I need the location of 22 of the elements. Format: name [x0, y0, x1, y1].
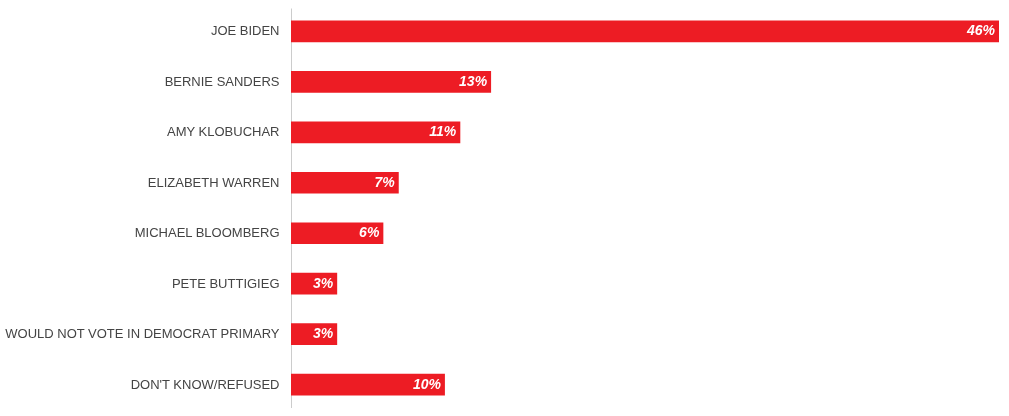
data-label: 11% — [429, 123, 457, 140]
bar — [291, 20, 999, 43]
data-label: 7% — [374, 173, 396, 190]
data-label: 3% — [312, 325, 334, 342]
bar — [291, 121, 461, 144]
y-tick-label: MICHAEL BLOOMBERG — [134, 225, 280, 241]
data-label: 6% — [359, 224, 380, 241]
y-tick-label: BERNIE SANDERS — [164, 73, 280, 89]
data-label: 3% — [312, 274, 334, 291]
data-label: 10% — [412, 375, 442, 392]
data-label: 46% — [965, 22, 996, 39]
bar — [291, 171, 399, 194]
y-tick-label: AMY KLOBUCHAR — [167, 124, 280, 140]
y-tick-label: WOULD NOT VOTE IN DEMOCRAT PRIMARY — [5, 326, 280, 342]
bar — [291, 373, 445, 396]
y-tick-label: DON'T KNOW/REFUSED — [130, 376, 280, 392]
bar — [291, 222, 384, 245]
y-tick-label: ELIZABETH WARREN — [147, 174, 280, 190]
bar — [291, 71, 492, 93]
data-label: 13% — [459, 72, 488, 89]
y-tick-label: JOE BIDEN — [210, 23, 280, 39]
y-tick-label: PETE BUTTIGIEG — [171, 275, 280, 291]
